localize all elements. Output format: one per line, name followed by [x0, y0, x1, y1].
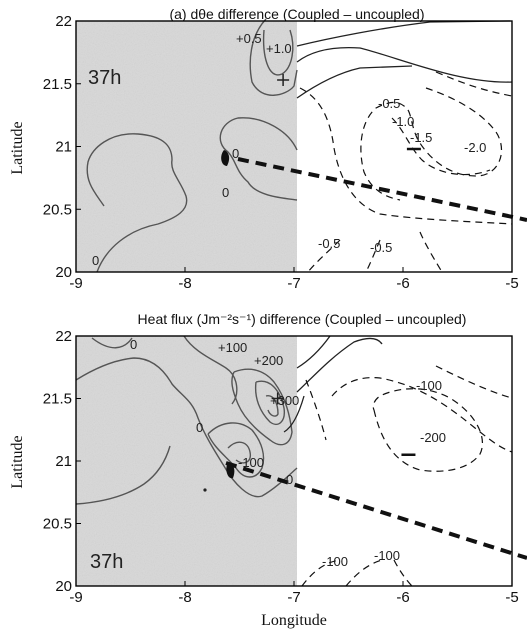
panel-a-contour-line [435, 71, 513, 97]
panel-a-storm-track [237, 157, 527, 222]
panel-a-contour-line [299, 87, 513, 225]
y-tick-label: 21 [55, 453, 72, 470]
panel-b-y-axis-label: Latitude [9, 435, 26, 488]
panel-b-contour-line [265, 395, 279, 417]
panel-a-contour-line [296, 46, 513, 83]
panel-b-contour-line [393, 559, 413, 587]
panel-a-storm-center [221, 150, 230, 166]
panel-b-contour-label: -100 [416, 378, 442, 393]
panel-b-contour-line [283, 395, 305, 433]
panel-b-contour-label: -200 [420, 430, 446, 445]
panel-b-contour-label: 0 [130, 337, 137, 352]
panel-b-max-marker [271, 392, 284, 405]
y-tick-label: 21.5 [43, 391, 72, 408]
y-tick-label: 20 [55, 264, 72, 281]
panel-a-contour-label: 0 [232, 146, 239, 161]
x-tick-label: -9 [69, 275, 82, 292]
panel-a-contour-line [360, 87, 503, 201]
panel-b-contour-line [372, 388, 484, 472]
panel-b-contour-line [75, 357, 298, 498]
panel-b-shaded-texture [76, 336, 297, 586]
panel-b: Heat flux (Jm⁻²s⁻¹) difference (Coupled … [9, 311, 527, 629]
panel-b-contour-line [207, 422, 265, 478]
y-tick-label: 21 [55, 139, 72, 156]
panel-b-contour-line [227, 441, 251, 464]
panel-a-title: (a) dθe difference (Coupled – uncoupled) [169, 6, 424, 22]
panel-b-contour-line [301, 559, 341, 587]
panel-b-time-label: 37h [90, 551, 123, 573]
panel-b-contour-line [345, 559, 383, 587]
panel-a-time-label: 37h [88, 67, 121, 89]
panel-b-contour-line [331, 377, 513, 453]
x-axis-label: Longitude [261, 612, 327, 629]
panel-a-contour-label: -2.0 [464, 140, 486, 155]
panel-a-contour-line [249, 18, 298, 96]
y-tick-label: 20 [55, 578, 72, 595]
panel-a-y-axis-label: Latitude [9, 121, 26, 174]
panel-b-storm-center [226, 462, 235, 479]
panel-b-contour-line [435, 365, 513, 399]
y-tick-label: 22 [55, 13, 72, 30]
panel-a-contour-line [419, 231, 443, 273]
panel-a-contour-label: +1.0 [266, 41, 292, 56]
panel-a-contour-label: +0.5 [236, 31, 262, 46]
panel-b-contour-line [183, 335, 238, 405]
panel-a-y-ticks: 20 20.5 21 21.5 22 [43, 13, 81, 281]
panel-a-contour-label: 0 [92, 253, 99, 268]
panel-b-contour-line [305, 379, 327, 441]
panel-b-contour-line [75, 445, 171, 505]
x-tick-label: -6 [396, 275, 409, 292]
panel-b-contour-label: 0 [286, 472, 293, 487]
panel-a-contour-line [365, 239, 381, 273]
panel-a-contour-label: -0.5 [378, 96, 400, 111]
x-tick-label: -9 [69, 589, 82, 606]
panel-a-contour-label: -1.5 [410, 130, 432, 145]
x-tick-label: -8 [178, 589, 191, 606]
x-tick-label: -5 [505, 275, 518, 292]
panel-b-contour-label: 0 [196, 420, 203, 435]
panel-a-contour-line [219, 117, 298, 201]
y-tick-label: 20.5 [43, 516, 72, 533]
panel-a-contour-label: -1.0 [392, 114, 414, 129]
panel-a-contour-label: -0.5 [370, 240, 392, 255]
panel-b-dot [203, 488, 207, 492]
x-tick-label: -7 [287, 275, 300, 292]
panel-b-contour-line [296, 337, 383, 393]
panel-b-contour-line [91, 337, 133, 349]
panel-a-contour-line [86, 133, 188, 273]
y-tick-label: 20.5 [43, 201, 72, 218]
panel-a-x-ticks: -9 -8 -7 -6 -5 [69, 267, 519, 292]
panel-b-contour-label: -100 [322, 554, 348, 569]
panel-b-contour-label: +100 [218, 340, 247, 355]
panel-b-contour-line [231, 368, 293, 446]
panel-a-contour-line [262, 29, 294, 76]
y-tick-label: 21.5 [43, 76, 72, 93]
panel-a-contour-line [391, 117, 491, 176]
panel-b-contour-label: -100 [374, 548, 400, 563]
x-tick-label: -8 [178, 275, 191, 292]
panel-b-contour-label: -100 [238, 455, 264, 470]
panel-b-y-ticks: 20 20.5 21 21.5 22 [43, 328, 81, 595]
panel-a-contour-label: -0.5 [318, 236, 340, 251]
x-tick-label: -5 [505, 589, 518, 606]
panel-b-contour-line [254, 380, 285, 426]
panel-a-contour-line [307, 239, 341, 273]
panel-b-title: Heat flux (Jm⁻²s⁻¹) difference (Coupled … [138, 311, 467, 327]
x-tick-label: -7 [287, 589, 300, 606]
panel-a-contour-line [296, 65, 413, 99]
panel-b-x-ticks: -9 -8 -7 -6 -5 [69, 581, 519, 606]
panel-b-contour-label: +300 [270, 393, 299, 408]
panel-a-contour-label: 0 [222, 185, 229, 200]
panel-b-contour-label: +200 [254, 353, 283, 368]
x-tick-label: -6 [396, 589, 409, 606]
y-tick-label: 22 [55, 328, 72, 345]
panel-a-contour-line [296, 20, 511, 47]
panel-a-shaded-texture [76, 21, 297, 272]
panel-a: (a) dθe difference (Coupled – uncoupled)… [9, 6, 527, 292]
panel-b-contour-line [296, 335, 331, 369]
panel-a-max-marker [277, 73, 290, 86]
